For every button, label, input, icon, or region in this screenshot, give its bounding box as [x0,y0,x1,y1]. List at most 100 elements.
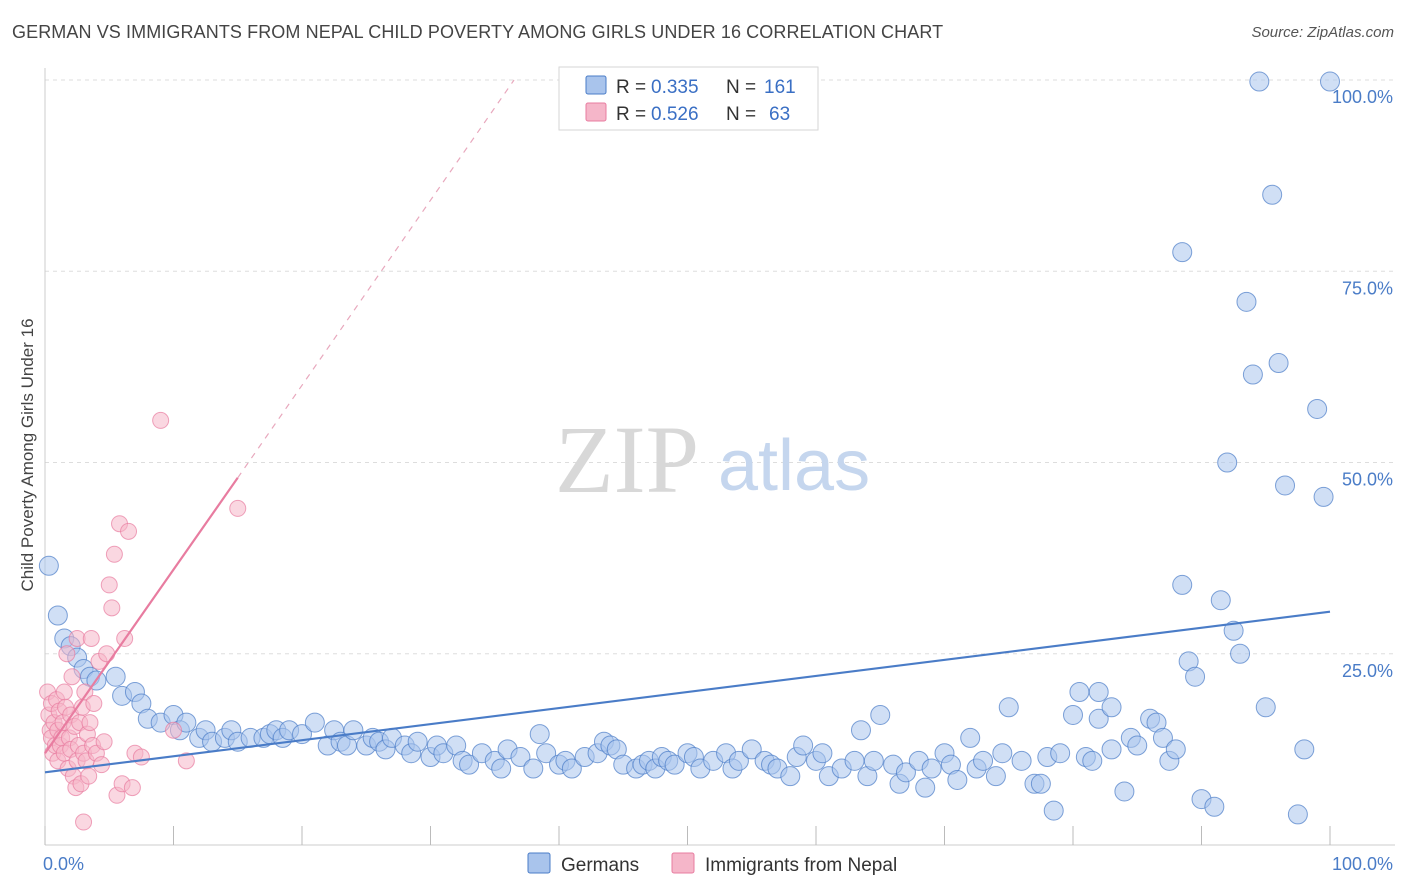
point-germans [741,739,762,760]
point-germans [38,555,59,576]
x-tick-label-0: 0.0% [43,854,84,874]
legend-n-value-germans: 161 [764,77,796,98]
point-nepal [100,576,118,594]
point-germans [1011,750,1032,771]
point-nepal [75,813,93,831]
point-germans [728,750,749,771]
point-germans [536,743,557,764]
x-tick-label-1: 100.0% [1332,854,1393,874]
point-germans [1204,796,1225,817]
point-germans [1275,475,1296,496]
point-germans [844,750,865,771]
germans-points [38,71,1340,825]
tick-labels: 25.0% 50.0% 75.0% 100.0% 0.0% 100.0% [43,87,1393,874]
point-germans [812,743,833,764]
point-germans [1082,750,1103,771]
point-germans [1307,398,1328,419]
point-germans [343,720,364,741]
point-germans [895,762,916,783]
trend-line-germans [44,610,1331,774]
point-germans [1114,781,1135,802]
point-germans [1127,735,1148,756]
point-germans [863,750,884,771]
point-germans [1255,697,1276,718]
point-germans [870,704,891,725]
y-tick-label-2: 75.0% [1342,278,1393,298]
legend-swatch-nepal [585,102,607,122]
point-germans [47,605,68,626]
point-germans [664,754,685,775]
point-nepal [80,767,98,785]
bottom-legend-swatch-germans [527,852,551,874]
point-germans [1217,452,1238,473]
bottom-legend-label-germans: Germans [561,855,639,876]
point-germans [1223,620,1244,641]
point-germans [780,766,801,787]
point-germans [960,727,981,748]
point-germans [1152,727,1173,748]
point-germans [1088,682,1109,702]
point-germans [1287,804,1308,825]
point-germans [947,769,968,790]
legend-r-value-nepal: 0.526 [651,104,699,125]
point-nepal [76,683,94,701]
point-nepal [58,645,76,663]
point-nepal [105,545,123,563]
point-germans [491,758,512,779]
point-nepal [82,629,100,647]
stats-legend: R = 0.335 N = 161 R = 0.526 N = 63 [558,66,819,131]
point-germans [529,724,550,745]
point-nepal [55,683,73,701]
point-germans [1236,291,1257,312]
point-germans [1185,666,1206,687]
point-germans [1172,574,1193,595]
bottom-legend-label-nepal: Immigrants from Nepal [705,855,897,876]
point-nepal [120,522,138,540]
point-germans [1101,739,1122,760]
point-germans [1262,184,1283,205]
chart-title: GERMAN VS IMMIGRANTS FROM NEPAL CHILD PO… [12,22,944,42]
y-tick-label-1: 50.0% [1342,470,1393,490]
point-germans [561,758,582,779]
point-germans [1172,242,1193,263]
nepal-points [39,411,247,831]
point-germans [1030,773,1051,794]
legend-r-label-germans: R = [616,77,646,98]
point-nepal [123,779,141,797]
trend-line-nepal-extension [237,79,515,479]
point-germans [1165,739,1186,760]
point-nepal [85,694,103,712]
point-germans [1088,708,1109,729]
point-germans [510,747,531,768]
point-germans [1313,486,1334,507]
trend-line-nepal [44,477,239,754]
point-germans [921,758,942,779]
point-germans [973,750,994,771]
point-germans [915,777,936,798]
watermark-atlas: atlas [718,426,870,506]
point-nepal [63,668,81,686]
point-germans [304,712,325,733]
point-germans [1242,364,1263,385]
point-germans [459,754,480,775]
legend-r-value-germans: 0.335 [651,77,699,98]
point-nepal [152,411,170,429]
point-nepal [81,714,99,732]
y-axis-title: Child Poverty Among Girls Under 16 [18,318,37,591]
point-germans [1043,800,1064,821]
point-nepal [95,733,113,751]
point-germans [1268,353,1289,374]
point-germans [850,720,871,741]
y-tick-label-0: 25.0% [1342,661,1393,681]
point-germans [1249,71,1270,92]
point-germans [1210,590,1231,611]
point-germans [998,697,1019,718]
point-germans [1230,643,1251,664]
point-germans [1320,71,1340,92]
grid-lines [45,79,1395,655]
point-germans [1101,697,1122,718]
point-nepal [68,629,86,647]
y-tick-label-3: 100.0% [1332,87,1393,107]
legend-swatch-germans [585,75,607,95]
